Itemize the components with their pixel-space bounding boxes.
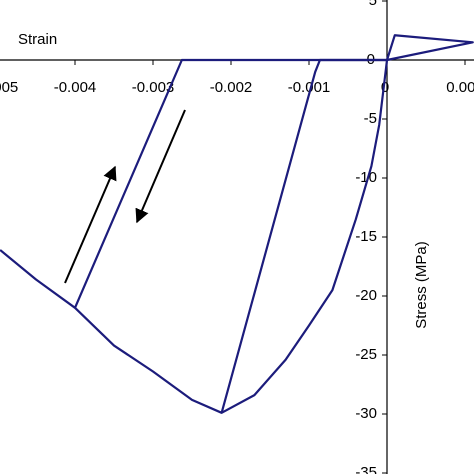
- loading-arrow: [64, 165, 117, 284]
- y-tick-label: -5: [364, 110, 377, 127]
- y-tick-label: -35: [355, 464, 377, 474]
- y-tick-label: -25: [355, 346, 377, 363]
- x-tick-label: 0: [381, 79, 389, 96]
- y-tick-label: 5: [369, 0, 377, 9]
- x-tick-label: -0.005: [0, 79, 18, 96]
- curve: [385, 34, 474, 62]
- curve: [0, 59, 389, 414]
- x-tick-label: -0.001: [288, 79, 331, 96]
- y-tick-label: -10: [355, 169, 377, 186]
- x-tick-label: -0.004: [54, 79, 97, 96]
- x-tick-label: -0.003: [132, 79, 175, 96]
- curve: [73, 58, 387, 309]
- y-tick-label: -20: [355, 287, 377, 304]
- unloading-arrow: [135, 109, 186, 224]
- curve: [220, 58, 387, 414]
- y-axis-label: Stress (MPa): [413, 241, 430, 329]
- x-tick-label: 0.001: [446, 79, 474, 96]
- x-axis-label: Strain: [18, 31, 57, 48]
- y-tick-label: -15: [355, 228, 377, 245]
- x-tick-label: -0.002: [210, 79, 253, 96]
- y-tick-label: -30: [355, 405, 377, 422]
